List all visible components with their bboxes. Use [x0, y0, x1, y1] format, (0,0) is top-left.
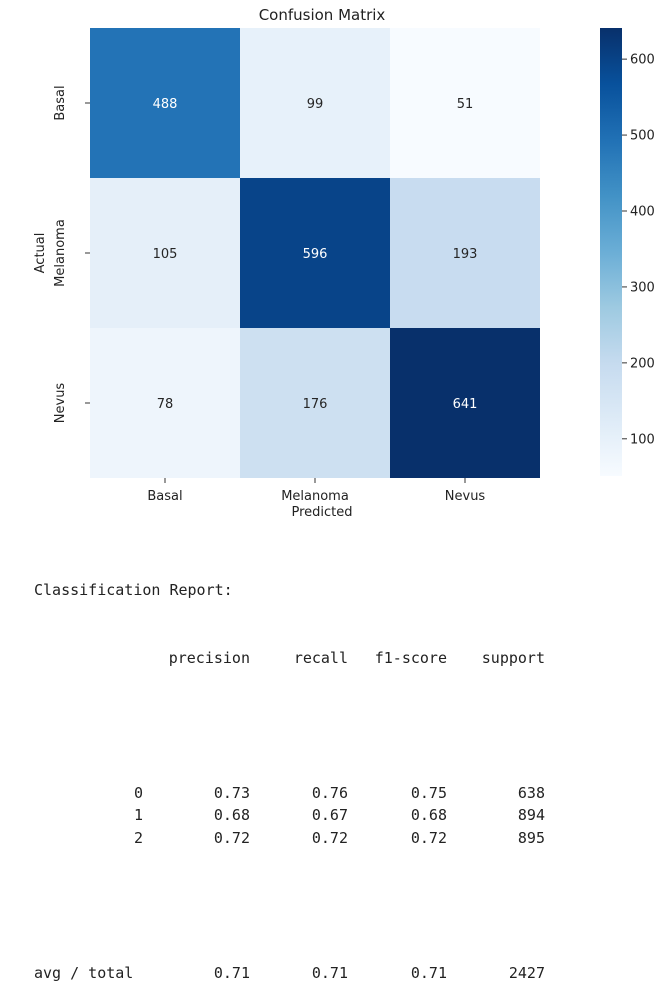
y-axis-label: Actual: [33, 233, 48, 274]
chart-title: Confusion Matrix: [259, 6, 386, 24]
report-value: 2427: [508, 963, 545, 982]
cell-value-label: 99: [307, 97, 324, 112]
report-value: 638: [517, 783, 545, 802]
report-column-header: f1-score: [374, 648, 447, 667]
report-row-label: 2: [133, 828, 143, 847]
report-value: 0.72: [410, 828, 447, 847]
colorbar-tick-label: 400: [630, 204, 655, 219]
report-value: 0.68: [410, 806, 447, 824]
x-axis-label: Predicted: [291, 505, 352, 520]
y-tick-label: Melanoma: [53, 219, 68, 287]
classification-report: Classification Report: precision recall f1…: [34, 534, 574, 1007]
cell-value-label: 193: [453, 247, 478, 262]
report-value: 0.71: [213, 963, 250, 982]
x-tick-label: Nevus: [445, 489, 486, 504]
heatmap-cell: [390, 28, 540, 178]
y-tick-label: Basal: [53, 85, 68, 120]
colorbar-tick-label: 500: [630, 129, 655, 144]
report-value: 0.73: [213, 783, 250, 802]
report-value: 895: [517, 828, 545, 847]
colorbar-tick-label: 600: [630, 53, 655, 68]
confusion-matrix-chart: Confusion Matrix 488 99 51 105 596 193 78 176 64…: [33, 6, 655, 520]
report-value: 0.71: [311, 963, 348, 982]
heatmap-cell: [240, 28, 390, 178]
report-value: 0.71: [410, 963, 447, 982]
report-row-label: 1: [133, 806, 143, 824]
report-total-row: avg / total 0.71 0.71 0.71 2427: [34, 962, 574, 985]
report-value: 0.67: [311, 806, 348, 824]
report-total-label: avg / total: [34, 963, 134, 982]
x-tick-label: Melanoma: [281, 489, 349, 504]
report-column-header: precision: [168, 648, 250, 667]
y-tick-label: Nevus: [53, 383, 68, 424]
cell-value-label: 51: [457, 97, 474, 112]
colorbar: [600, 28, 622, 476]
heatmap-cell: [390, 328, 540, 478]
cell-value-label: 78: [157, 397, 174, 412]
report-column-header: recall: [293, 648, 348, 667]
report-title: Classification Report:: [34, 581, 233, 599]
heatmap-cell: [390, 178, 540, 328]
report-row: 2 0.72 0.72 0.72 895: [34, 827, 574, 850]
report-value: 0.76: [311, 783, 348, 802]
x-tick-label: Basal: [147, 489, 182, 504]
cell-value-label: 105: [153, 247, 178, 262]
report-row: 1 0.68 0.67 0.68 894: [34, 804, 574, 827]
report-value: 894: [517, 806, 545, 824]
colorbar-tick-label: 200: [630, 356, 655, 371]
report-row: 0 0.73 0.76 0.75 638: [34, 782, 574, 805]
report-column-header: support: [481, 648, 545, 667]
heatmap-cell: [90, 328, 240, 478]
cell-value-label: 596: [303, 247, 328, 262]
cell-value-label: 176: [303, 397, 328, 412]
heatmap-cell: [240, 328, 390, 478]
report-row-label: 0: [133, 783, 143, 802]
report-value: 0.72: [213, 828, 250, 847]
heatmap-cell: [90, 178, 240, 328]
report-header-row: precision recall f1-score support: [34, 647, 574, 670]
colorbar-tick-label: 300: [630, 280, 655, 295]
heatmap-cell: [90, 28, 240, 178]
heatmap-cell: [240, 178, 390, 328]
cell-value-label: 488: [153, 97, 178, 112]
report-value: 0.75: [410, 783, 447, 802]
report-value: 0.72: [311, 828, 348, 847]
colorbar-tick-label: 100: [630, 432, 655, 447]
report-value: 0.68: [213, 806, 250, 824]
cell-value-label: 641: [453, 397, 478, 412]
